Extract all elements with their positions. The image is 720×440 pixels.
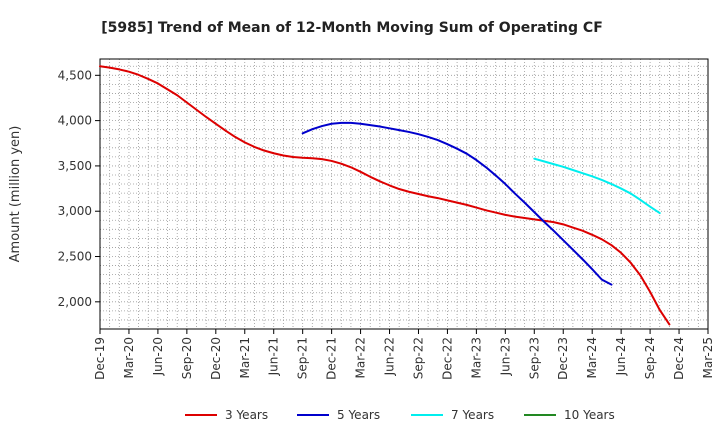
x-tick-label: Mar-20 <box>122 337 136 378</box>
y-tick-label: 4,000 <box>58 114 92 128</box>
series-line-5-years <box>301 121 613 286</box>
series-line-3-years <box>99 65 671 326</box>
legend: 3 Years 5 Years 7 Years 10 Years <box>185 408 615 422</box>
x-axis: Dec-19 Mar-20 Jun-20 Sep-20 Dec-20 Mar-21 Jun-… <box>93 329 715 380</box>
x-tick-label: Dec-21 <box>325 337 339 380</box>
chart-title: [5985] Trend of Mean of 12-Month Moving … <box>101 20 603 36</box>
legend-label-3-years: 3 Years <box>225 408 268 422</box>
x-tick-label: Jun-22 <box>383 337 397 376</box>
x-tick-label: Dec-24 <box>672 337 686 380</box>
x-tick-label: Sep-21 <box>296 337 310 379</box>
y-tick-label: 3,500 <box>58 159 92 173</box>
y-tick-label: 2,500 <box>58 250 92 264</box>
x-tick-label: Sep-20 <box>180 337 194 379</box>
legend-label-7-years: 7 Years <box>451 408 494 422</box>
series <box>99 65 671 326</box>
legend-label-5-years: 5 Years <box>337 408 380 422</box>
x-tick-label: Jun-23 <box>498 337 512 376</box>
y-tick-label: 4,500 <box>58 68 92 82</box>
x-tick-label: Sep-24 <box>643 337 657 379</box>
x-tick-label: Sep-23 <box>527 337 541 379</box>
x-tick-label: Dec-19 <box>93 337 107 380</box>
grid <box>100 59 708 329</box>
x-tick-label: Mar-25 <box>701 337 715 378</box>
y-axis-label: Amount (million yen) <box>8 126 23 263</box>
y-axis: 2,000 2,500 3,000 3,500 4,000 4,500 <box>58 68 100 309</box>
x-tick-label: Dec-20 <box>209 337 223 380</box>
x-tick-label: Mar-23 <box>469 337 483 378</box>
series-line-7-years <box>533 157 661 215</box>
y-tick-label: 2,000 <box>58 295 92 309</box>
legend-label-10-years: 10 Years <box>564 408 615 422</box>
x-tick-label: Jun-24 <box>614 337 628 376</box>
x-tick-label: Dec-23 <box>556 337 570 380</box>
plot-area <box>99 58 709 330</box>
x-tick-label: Mar-22 <box>354 337 368 378</box>
x-tick-label: Mar-24 <box>585 337 599 378</box>
y-tick-label: 3,000 <box>58 204 92 218</box>
x-tick-label: Mar-21 <box>238 337 252 378</box>
x-tick-label: Dec-22 <box>440 337 454 380</box>
x-tick-label: Sep-22 <box>411 337 425 379</box>
x-tick-label: Jun-21 <box>267 337 281 376</box>
x-tick-label: Jun-20 <box>151 337 165 376</box>
